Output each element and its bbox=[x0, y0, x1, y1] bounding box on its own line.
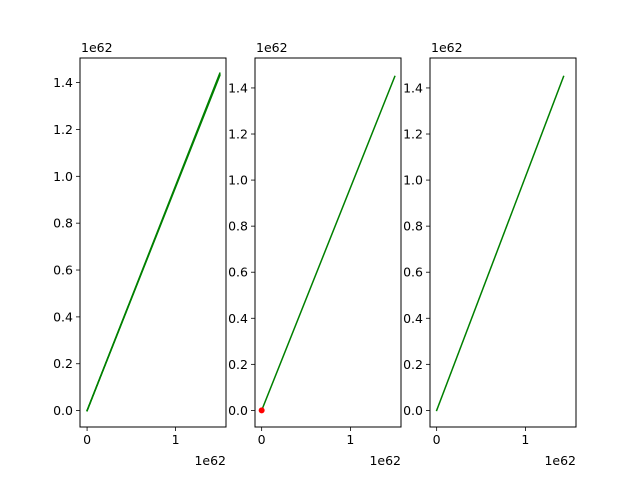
x-tick-label: 1 bbox=[172, 432, 180, 447]
y-tick-label: 0.6 bbox=[53, 263, 73, 278]
x-tick-label: 0 bbox=[258, 432, 266, 447]
y-tick-label: 0.2 bbox=[403, 357, 423, 372]
x-tick-label: 1 bbox=[521, 432, 529, 447]
y-tick-label: 0.0 bbox=[403, 403, 423, 418]
y-tick-label: 1.2 bbox=[53, 122, 73, 137]
axes-frame bbox=[429, 57, 577, 428]
y-tick-label: 1.2 bbox=[228, 127, 248, 142]
x-tick-label: 0 bbox=[433, 432, 441, 447]
y-tick-label: 1.4 bbox=[53, 75, 73, 90]
x-offset-label: 1e62 bbox=[369, 453, 401, 468]
y-tick-label: 0.2 bbox=[228, 357, 248, 372]
y-tick-label: 1.4 bbox=[228, 80, 248, 95]
y-tick-label: 0.0 bbox=[228, 403, 248, 418]
y-tick-label: 0.6 bbox=[403, 265, 423, 280]
subplot-1: 0 1 0.0 0.2 0.4 0.6 0.8 1.0 1.2 1.4 1e62 1e62 bbox=[53, 40, 227, 468]
y-tick-label: 0.2 bbox=[53, 356, 73, 371]
x-tick-label: 1 bbox=[346, 432, 354, 447]
x-offset-label: 1e62 bbox=[194, 453, 226, 468]
y-tick-label: 0.8 bbox=[228, 219, 248, 234]
plot-area bbox=[86, 72, 221, 412]
y-tick-label: 1.0 bbox=[228, 173, 248, 188]
series-line-1 bbox=[435, 75, 565, 412]
subplot-3: 0 1 0.0 0.2 0.4 0.6 0.8 1.0 1.2 1.4 1e62 1e62 bbox=[403, 40, 577, 468]
axes-frame bbox=[254, 57, 402, 428]
y-tick-label: 0.8 bbox=[53, 216, 73, 231]
x-tick-label: 0 bbox=[83, 432, 91, 447]
y-tick-label: 0.0 bbox=[53, 403, 73, 418]
series-line-3 bbox=[86, 74, 221, 412]
axes-frame bbox=[79, 57, 227, 428]
y-tick-label: 1.4 bbox=[403, 80, 423, 95]
y-tick-label: 0.6 bbox=[228, 265, 248, 280]
y-tick-label: 1.0 bbox=[403, 173, 423, 188]
y-tick-label: 0.8 bbox=[403, 219, 423, 234]
y-tick-label: 0.4 bbox=[53, 309, 73, 324]
y-tick-label: 0.4 bbox=[228, 311, 248, 326]
data-point-marker bbox=[258, 407, 265, 414]
subplot-2: 0 1 0.0 0.2 0.4 0.6 0.8 1.0 1.2 1.4 1e62 1e62 bbox=[228, 40, 402, 468]
plot-area bbox=[260, 75, 396, 412]
y-offset-label: 1e62 bbox=[81, 40, 113, 55]
y-offset-label: 1e62 bbox=[256, 40, 288, 55]
x-offset-label: 1e62 bbox=[544, 453, 576, 468]
y-offset-label: 1e62 bbox=[431, 40, 463, 55]
y-tick-label: 0.4 bbox=[403, 311, 423, 326]
y-tick-label: 1.2 bbox=[403, 127, 423, 142]
series-line-1 bbox=[260, 75, 396, 412]
plot-area bbox=[435, 75, 565, 412]
y-tick-label: 1.0 bbox=[53, 169, 73, 184]
